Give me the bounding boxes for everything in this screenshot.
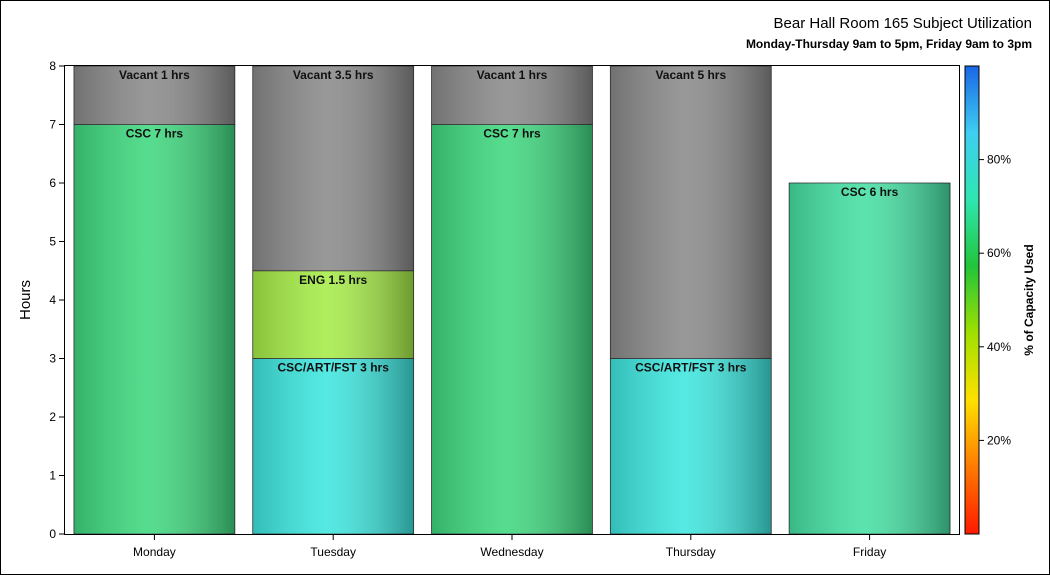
y-tick-label: 6 (49, 176, 56, 190)
plot-frame (64, 65, 960, 535)
plot-area: 0 1 2 3 4 5 6 7 8 CSC 7 hrs Vacant 1 hrs Monday CSC/… (49, 59, 951, 559)
bar-segment-label: Vacant 1 hrs (477, 68, 548, 82)
bar-segment-label: CSC 7 hrs (483, 127, 541, 141)
colorbar-tick-label: 40% (987, 340, 1011, 354)
x-tick-label: Friday (853, 545, 886, 559)
y-tick-label: 0 (49, 527, 56, 541)
bar-segment-shading (73, 124, 235, 534)
bar-segment-label: ENG 1.5 hrs (299, 273, 367, 287)
y-tick-label: 3 (49, 352, 56, 366)
colorbar-label: % of Capacity Used (1022, 244, 1036, 355)
x-tick-label: Monday (133, 545, 176, 559)
bar-segment-shading (610, 358, 772, 534)
bar-segment-shading (252, 66, 414, 271)
x-tick-label: Tuesday (310, 545, 356, 559)
colorbar-tick-label: 60% (987, 246, 1011, 260)
bar-segment-label: CSC/ART/FST 3 hrs (278, 361, 390, 375)
colorbar-tick-label: 20% (987, 433, 1011, 447)
chart-title: Bear Hall Room 165 Subject Utilization (774, 15, 1032, 32)
bar-segment-label: Vacant 1 hrs (119, 68, 190, 82)
y-tick-label: 7 (49, 118, 56, 132)
bar-segment-label: CSC/ART/FST 3 hrs (635, 361, 747, 375)
bar-segment-shading (252, 270, 414, 359)
bar-segment-shading (431, 66, 593, 125)
bar-segment-shading (252, 358, 414, 534)
bar-segment-shading (610, 66, 772, 359)
y-tick-label: 8 (49, 59, 56, 73)
colorbar-gradient (964, 65, 980, 535)
colorbar-tick-label: 80% (987, 153, 1011, 167)
bar-segment-shading (73, 66, 235, 125)
y-tick-label: 2 (49, 410, 56, 424)
bar-segment-shading (789, 183, 951, 534)
y-tick-label: 4 (49, 293, 56, 307)
y-tick-label: 1 (49, 469, 56, 483)
y-tick-label: 5 (49, 235, 56, 249)
colorbar: 20% 40% 60% 80% (964, 65, 1011, 535)
chart-subtitle: Monday-Thursday 9am to 5pm, Friday 9am t… (746, 37, 1032, 51)
x-tick-label: Wednesday (480, 545, 543, 559)
bar-segment-label: Vacant 3.5 hrs (293, 68, 374, 82)
bar-segment-label: CSC 6 hrs (841, 185, 899, 199)
bar-segment-label: Vacant 5 hrs (655, 68, 726, 82)
bar-segment-label: CSC 7 hrs (126, 127, 184, 141)
bar-segment-shading (431, 124, 593, 534)
y-axis-label: Hours (17, 280, 34, 320)
x-tick-label: Thursday (666, 545, 716, 559)
